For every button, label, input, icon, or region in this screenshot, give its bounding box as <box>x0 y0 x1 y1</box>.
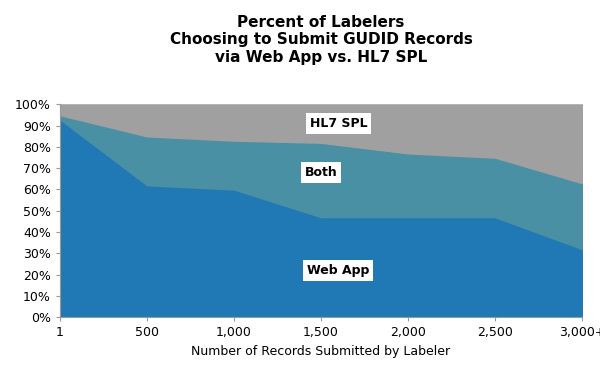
X-axis label: Number of Records Submitted by Labeler: Number of Records Submitted by Labeler <box>191 345 451 358</box>
Text: Percent of Labelers
Choosing to Submit GUDID Records
via Web App vs. HL7 SPL: Percent of Labelers Choosing to Submit G… <box>170 15 472 65</box>
Text: Both: Both <box>305 166 337 179</box>
Text: HL7 SPL: HL7 SPL <box>310 117 367 130</box>
Text: Web App: Web App <box>307 264 370 277</box>
